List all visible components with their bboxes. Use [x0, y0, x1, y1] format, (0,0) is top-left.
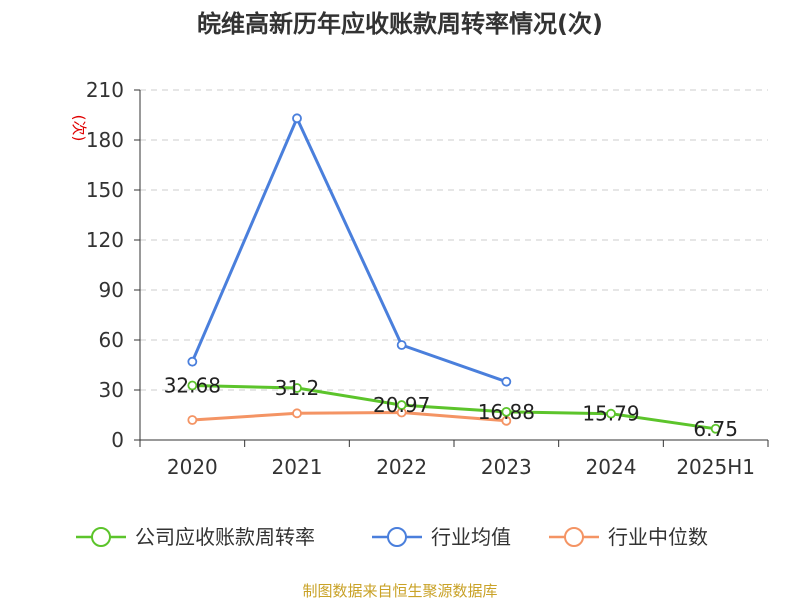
y-tick-label: 90 — [99, 278, 124, 302]
data-label: 20.97 — [373, 393, 430, 417]
data-point-0 — [501, 406, 512, 417]
legend-label-1: 行业均值 — [431, 525, 511, 549]
data-point-0 — [606, 408, 616, 419]
y-axis-unit-label: (次) — [70, 115, 88, 142]
data-point-2 — [501, 415, 512, 426]
legend-label-2: 行业中位数 — [608, 525, 708, 549]
data-point-2 — [187, 415, 198, 425]
series-line-1 — [190, 116, 507, 384]
x-tick-label: 2023 — [481, 455, 532, 479]
series-group — [187, 113, 721, 434]
axes — [134, 89, 769, 447]
legend-marker-2 — [564, 527, 584, 547]
x-tick-label: 2021 — [272, 455, 323, 479]
x-tick-label: 2020 — [167, 455, 218, 479]
data-point-2 — [292, 408, 302, 419]
data-point-1 — [187, 356, 198, 367]
data-point-1 — [396, 340, 407, 350]
legend-label-0: 公司应收账款周转率 — [135, 525, 315, 549]
data-label: 32.68 — [164, 374, 221, 398]
data-labels: 32.68 31.2 20.97 16.88 15.79 6.75 — [164, 374, 738, 441]
x-tick-label: 2025H1 — [676, 455, 755, 479]
data-label: 16.88 — [478, 400, 535, 424]
data-label: 31.2 — [275, 376, 320, 400]
grid-lines — [140, 89, 768, 391]
data-label: 6.75 — [693, 417, 738, 441]
legend: 公司应收账款周转率 行业均值 行业中位数 — [76, 525, 708, 549]
series-line-2 — [192, 411, 507, 423]
y-tick-label: 210 — [86, 78, 124, 102]
data-point-1 — [501, 376, 512, 387]
y-tick-label: 0 — [111, 428, 124, 452]
data-point-0 — [187, 380, 198, 391]
y-tick-label: 120 — [86, 228, 124, 252]
y-tick-label: 150 — [86, 178, 124, 202]
x-tick-label: 2024 — [586, 455, 637, 479]
data-point-0 — [710, 423, 721, 434]
y-tick-labels: 0 30 60 90 120 150 180 210 — [86, 78, 124, 452]
data-point-0 — [396, 400, 407, 410]
legend-marker-1 — [387, 527, 407, 547]
data-label: 15.79 — [582, 402, 639, 426]
x-tick-labels: 2020 2021 2022 2023 2024 2025H1 — [167, 455, 755, 479]
y-tick-label: 180 — [86, 128, 124, 152]
data-point-1 — [292, 113, 302, 124]
y-tick-label: 60 — [99, 328, 124, 352]
series-line-0 — [192, 384, 716, 431]
legend-marker-0 — [91, 527, 111, 547]
data-point-0 — [292, 383, 302, 393]
chart-title: 皖维高新历年应收账款周转率情况(次) — [197, 10, 603, 38]
source-note: 制图数据来自恒生聚源数据库 — [302, 582, 497, 600]
y-tick-label: 30 — [99, 378, 124, 402]
x-tick-label: 2022 — [376, 455, 427, 479]
